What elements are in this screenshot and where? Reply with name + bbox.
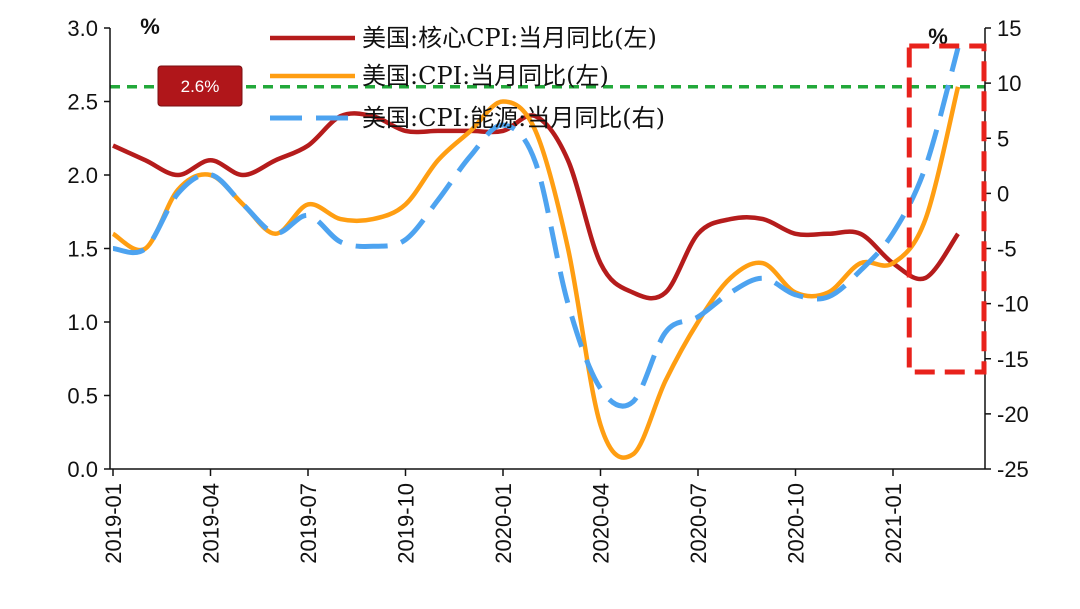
y-left-tick-label: 0.0 (67, 457, 98, 482)
y-left-tick-label: 3.0 (67, 16, 98, 41)
highlight-box (906, 43, 987, 375)
y-right-tick-label: -10 (997, 292, 1029, 317)
y-left-tick-label: 1.0 (67, 310, 98, 335)
legend-item-energy-cpi-label: 美国:CPI:能源:当月同比(右) (362, 104, 665, 132)
series-core-cpi-line (112, 111, 960, 301)
legend-item-core-cpi-label: 美国:核心CPI:当月同比(左) (362, 24, 657, 52)
y-right-tick-label: -5 (997, 237, 1017, 262)
x-tick-label: 2019-07 (296, 483, 321, 564)
reference-badge (157, 65, 243, 107)
x-tick-label: 2019-10 (394, 483, 419, 564)
x-tick-label: 2020-01 (491, 483, 516, 564)
series-layer (111, 43, 987, 460)
y-left-unit-label: % (140, 14, 160, 39)
y-right-tick-label: 15 (997, 16, 1021, 41)
x-tick-label: 2019-04 (199, 483, 224, 564)
x-tick-label: 2020-10 (784, 483, 809, 564)
y-right-tick-label: -20 (997, 402, 1029, 427)
x-tick-label: 2020-04 (589, 483, 614, 564)
reference-badge-label: 2.6% (181, 77, 220, 96)
axes-layer: 3.0 2.5 2.0 1.5 1.0 0.5 0.0 15 10 5 0 -5 -10 -15 -20 -2… (67, 14, 1028, 564)
legend-item-cpi-label: 美国:CPI:当月同比(左) (362, 62, 609, 90)
y-right-unit-label: % (928, 24, 948, 49)
y-right-tick-label: 10 (997, 71, 1021, 96)
y-right-tick-label: -25 (997, 457, 1029, 482)
y-left-tick-label: 1.5 (67, 237, 98, 262)
series-energy-cpi-line (112, 47, 961, 409)
x-tick-label: 2020-07 (686, 483, 711, 564)
y-left-tick-label: 2.0 (67, 163, 98, 188)
y-left-tick-label: 2.5 (67, 90, 98, 115)
legend: 美国:核心CPI:当月同比(左) 美国:CPI:当月同比(左) 美国:CPI:能源:… (270, 24, 665, 132)
reference-badge-layer: 2.6% (157, 65, 243, 107)
x-tick-label: 2019-01 (101, 483, 126, 564)
y-right-tick-label: 0 (997, 181, 1009, 206)
y-right-tick-label: -15 (997, 347, 1029, 372)
series-cpi-line (111, 86, 961, 460)
x-tick-label: 2021-01 (881, 483, 906, 564)
y-right-tick-label: 5 (997, 126, 1009, 151)
y-left-tick-label: 0.5 (67, 384, 98, 409)
